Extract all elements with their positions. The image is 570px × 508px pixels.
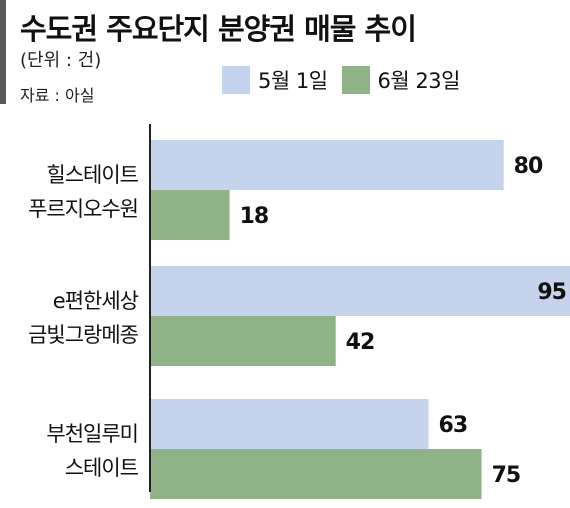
legend-swatch-may1: [222, 66, 250, 94]
value-label-jun23-2: 75: [492, 463, 521, 488]
bar-may1-2: [150, 399, 429, 449]
category-label-2-0: 부천일루미: [46, 422, 138, 446]
legend-item-may1: 5월 1일: [222, 65, 328, 95]
bar-may1-1: [150, 266, 570, 316]
legend-item-jun23: 6월 23일: [341, 65, 461, 95]
legend: 5월 1일 6월 23일: [222, 66, 460, 94]
value-label-may1-0: 80: [514, 154, 543, 179]
category-label-0-0: 힐스테이트: [46, 163, 138, 187]
bar-jun23-0: [150, 190, 230, 240]
category-label-1-0: e편한세상: [53, 289, 139, 313]
category-label-2-1: 스테이트: [65, 456, 139, 480]
legend-swatch-jun23: [341, 66, 370, 94]
unit-label: (단위 : 건): [20, 50, 102, 71]
source-label: 자료 : 아실: [20, 86, 95, 105]
bar-jun23-2: [150, 449, 482, 499]
category-label-0-1: 푸르지오수원: [28, 197, 138, 221]
chart-title: 수도권 주요단지 분양권 매물 추이: [20, 12, 417, 46]
bar-jun23-1: [150, 316, 336, 366]
value-label-jun23-0: 18: [240, 204, 269, 229]
category-label-1-1: 금빛그랑메종: [28, 323, 139, 347]
value-label-may1-2: 63: [439, 413, 468, 438]
legend-label-jun23: 6월 23일: [377, 69, 461, 93]
legend-label-may1: 5월 1일: [258, 69, 328, 93]
value-label-jun23-1: 42: [346, 330, 375, 355]
bar-may1-0: [150, 140, 504, 190]
accent-bar: [0, 0, 6, 104]
value-label-may1-1: 95: [537, 280, 566, 305]
